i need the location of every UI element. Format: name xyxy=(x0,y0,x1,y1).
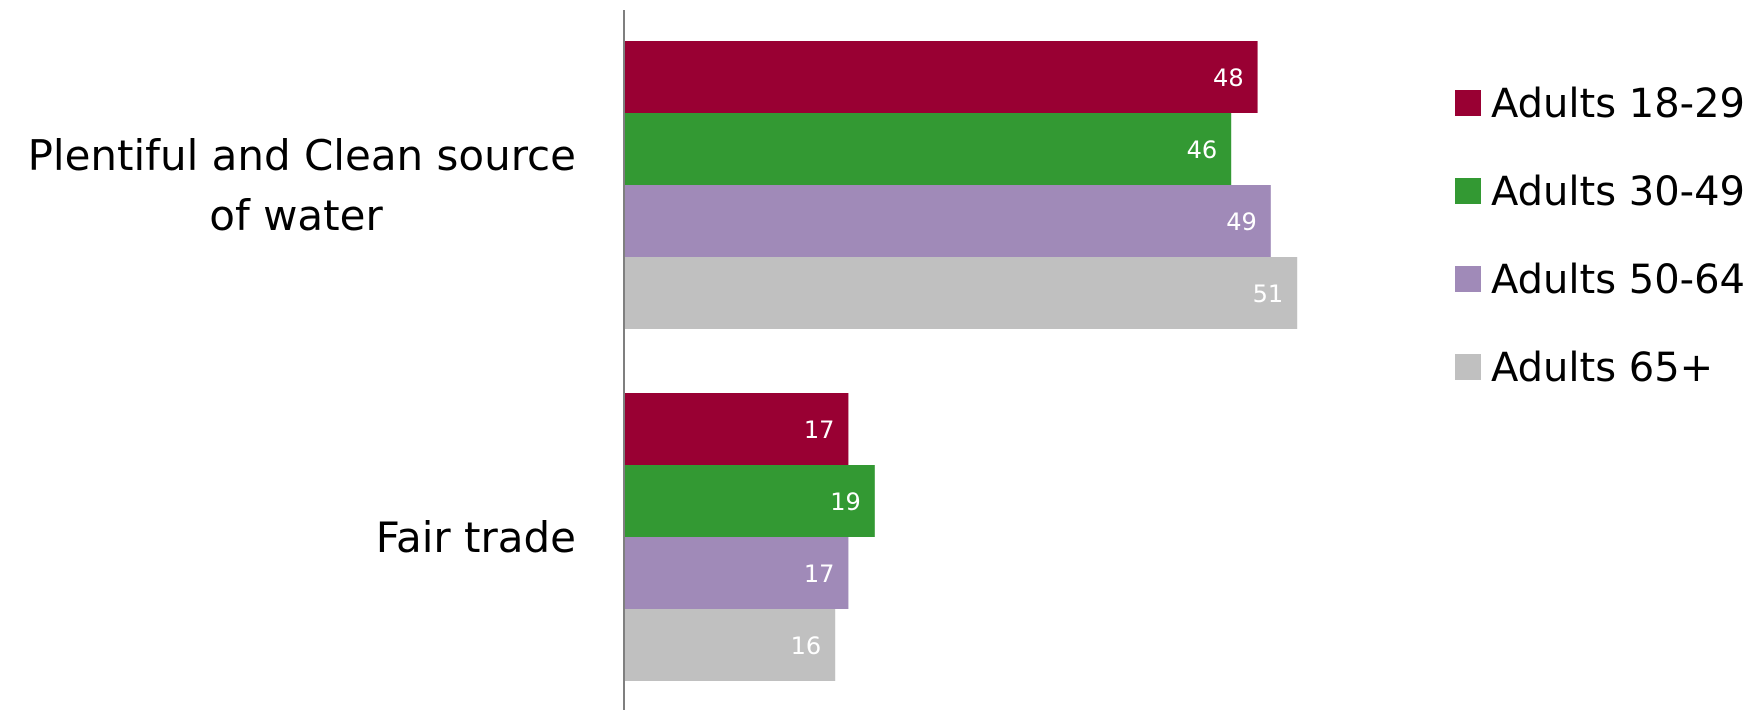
data-label: 51 xyxy=(1253,280,1284,308)
data-label: 46 xyxy=(1187,136,1218,164)
data-label: 19 xyxy=(830,488,861,516)
bar-adults-50-64-cat-0 xyxy=(624,185,1271,257)
bars-layer xyxy=(624,41,1298,681)
data-label: 16 xyxy=(791,632,822,660)
data-label: 17 xyxy=(804,416,835,444)
category-labels-layer: Plentiful and Clean source of water Fair t… xyxy=(28,131,576,562)
category-label: Plentiful and Clean source xyxy=(28,131,576,180)
data-label: 48 xyxy=(1213,64,1244,92)
bar-adults-65--cat-1 xyxy=(624,609,836,681)
bar-adults-30-49-cat-1 xyxy=(624,465,875,537)
legend-swatch xyxy=(1455,178,1481,204)
data-label: 17 xyxy=(804,560,835,588)
category-label: Fair trade xyxy=(376,513,576,562)
bar-adults-65--cat-0 xyxy=(624,257,1298,329)
data-labels-layer: 48 17 46 19 49 17 51 16 xyxy=(791,64,1284,660)
data-label: 49 xyxy=(1226,208,1257,236)
legend-label: Adults 30-49 xyxy=(1491,169,1745,215)
legend-label: Adults 50-64 xyxy=(1491,257,1745,303)
bar-adults-18-29-cat-0 xyxy=(624,41,1258,113)
legend-swatch xyxy=(1455,266,1481,292)
bar-adults-18-29-cat-1 xyxy=(624,393,849,465)
legend-label: Adults 65+ xyxy=(1491,345,1713,391)
legend-swatch xyxy=(1455,90,1481,116)
category-label: of water xyxy=(209,191,383,240)
legend-label: Adults 18-29 xyxy=(1491,81,1745,127)
bar-adults-30-49-cat-0 xyxy=(624,113,1232,185)
legend-swatch xyxy=(1455,354,1481,380)
legend: Adults 18-29 Adults 30-49 Adults 50-64 Adul… xyxy=(1455,81,1745,391)
bar-adults-50-64-cat-1 xyxy=(624,537,849,609)
